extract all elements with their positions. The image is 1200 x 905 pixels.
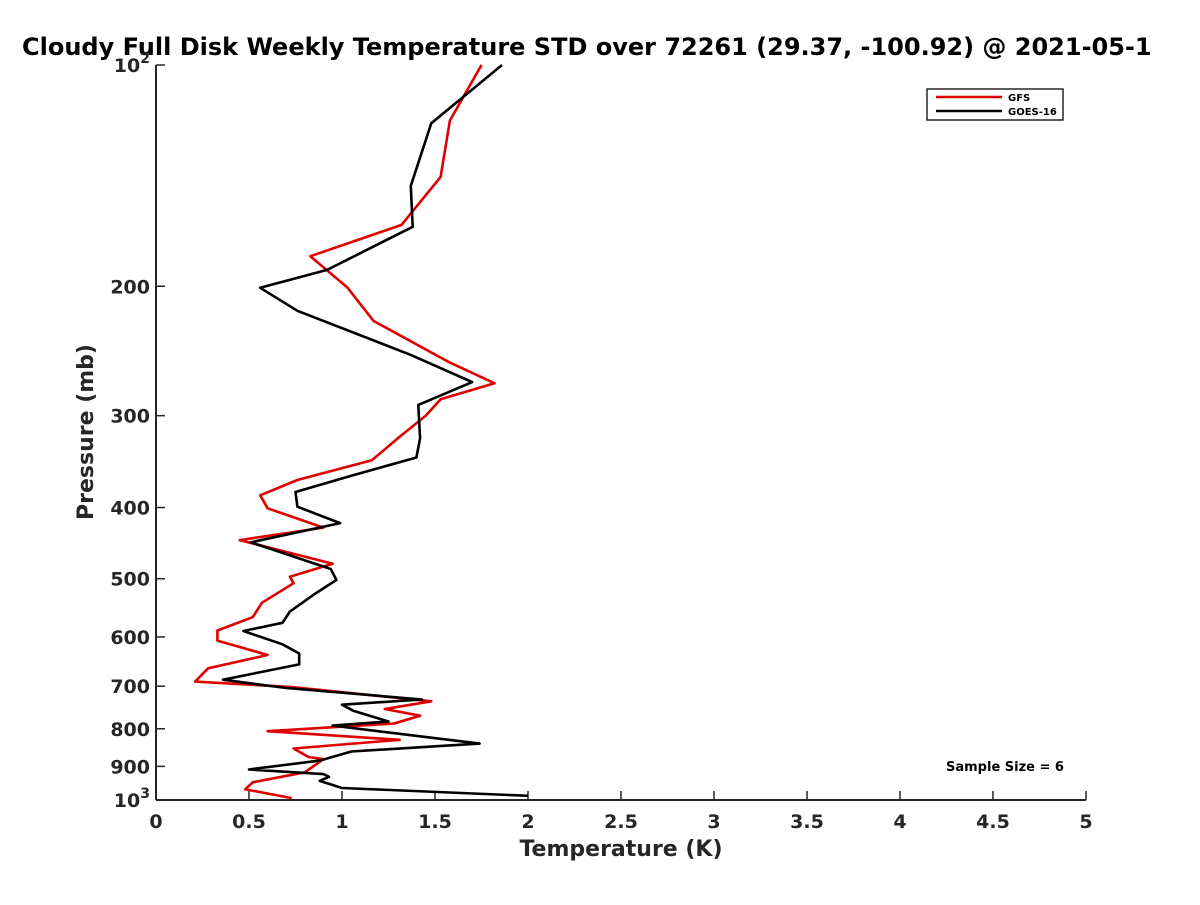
legend: GFS GOES-16 [926,88,1064,121]
y-tick-label: 800 [110,719,150,741]
x-tick-label: 1 [335,811,348,833]
x-tick-label: 0 [149,811,162,833]
x-tick-label: 4 [893,811,906,833]
x-tick-label: 0.5 [232,811,266,833]
x-tick-label: 3.5 [790,811,824,833]
legend-label-goes16: GOES-16 [1008,107,1057,118]
y-tick-label: 300 [110,406,150,428]
legend-box [926,88,1064,121]
x-tick-label: 1.5 [418,811,452,833]
y-axis-label: Pressure (mb) [74,344,99,520]
x-tick-label: 3 [707,811,720,833]
y-tick-label: 102 [114,51,150,77]
y-tick-label: 900 [110,756,150,778]
legend-label-gfs: GFS [1008,93,1030,104]
y-tick-label: 103 [114,786,150,812]
y-tick-label: 200 [110,276,150,298]
x-tick-label: 2.5 [604,811,638,833]
sample-size-annotation: Sample Size = 6 [946,760,1064,775]
y-ticks: 102 200 300 400 500 600 700 800 900 103 [110,51,165,812]
x-tick-label: 2 [521,811,534,833]
x-axis-label: Temperature (K) [519,837,722,862]
x-ticks: 0 0.5 1 1.5 2 2.5 3 3.5 4 4.5 5 [149,791,1093,833]
y-tick-label: 600 [110,627,150,649]
series-line-goes16 [221,63,529,798]
chart-title: Cloudy Full Disk Weekly Temperature STD … [22,33,1152,61]
y-tick-label: 700 [110,676,150,698]
series-line-gfs [193,64,496,800]
y-tick-label: 400 [110,498,150,520]
x-tick-label: 4.5 [976,811,1010,833]
y-tick-label: 500 [110,569,150,591]
x-tick-label: 5 [1079,811,1092,833]
series-layer [193,63,529,800]
